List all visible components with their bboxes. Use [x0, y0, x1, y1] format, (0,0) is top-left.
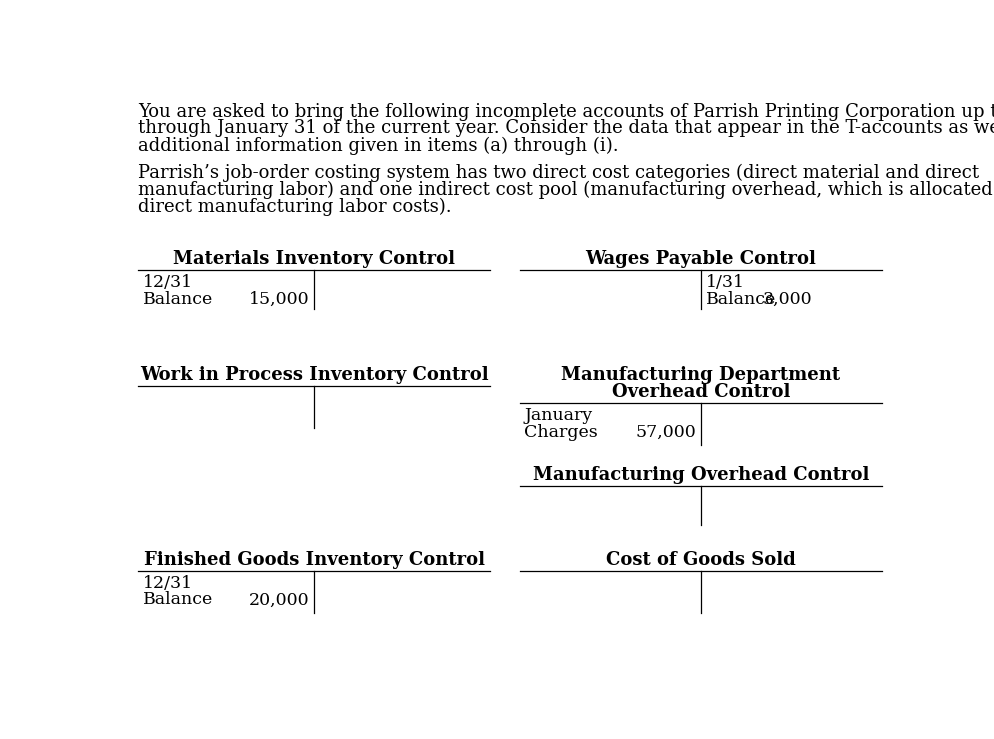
Text: 15,000: 15,000: [248, 291, 309, 308]
Text: 3,000: 3,000: [762, 291, 812, 308]
Text: Manufacturing Overhead Control: Manufacturing Overhead Control: [533, 466, 869, 484]
Text: Charges: Charges: [524, 423, 598, 440]
Text: 20,000: 20,000: [248, 591, 309, 608]
Text: 57,000: 57,000: [635, 423, 696, 440]
Text: through January 31 of the current year. Consider the data that appear in the T-a: through January 31 of the current year. …: [138, 120, 994, 137]
Text: Finished Goods Inventory Control: Finished Goods Inventory Control: [143, 551, 485, 569]
Text: Balance: Balance: [706, 291, 775, 308]
Text: 12/31: 12/31: [143, 274, 193, 291]
Text: manufacturing labor) and one indirect cost pool (manufacturing overhead, which i: manufacturing labor) and one indirect co…: [138, 181, 994, 200]
Text: direct manufacturing labor costs).: direct manufacturing labor costs).: [138, 198, 452, 217]
Text: January: January: [524, 406, 592, 423]
Text: 1/31: 1/31: [706, 274, 745, 291]
Text: 12/31: 12/31: [143, 574, 193, 591]
Text: Balance: Balance: [143, 591, 213, 608]
Text: Manufacturing Department: Manufacturing Department: [562, 366, 840, 384]
Text: Wages Payable Control: Wages Payable Control: [585, 251, 816, 268]
Text: additional information given in items (a) through (i).: additional information given in items (a…: [138, 137, 619, 154]
Text: Cost of Goods Sold: Cost of Goods Sold: [606, 551, 796, 569]
Text: Work in Process Inventory Control: Work in Process Inventory Control: [140, 366, 488, 384]
Text: Materials Inventory Control: Materials Inventory Control: [173, 251, 455, 268]
Text: You are asked to bring the following incomplete accounts of Parrish Printing Cor: You are asked to bring the following inc…: [138, 103, 994, 120]
Text: Balance: Balance: [143, 291, 213, 308]
Text: Parrish’s job-order costing system has two direct cost categories (direct materi: Parrish’s job-order costing system has t…: [138, 164, 979, 183]
Text: Overhead Control: Overhead Control: [611, 383, 790, 401]
